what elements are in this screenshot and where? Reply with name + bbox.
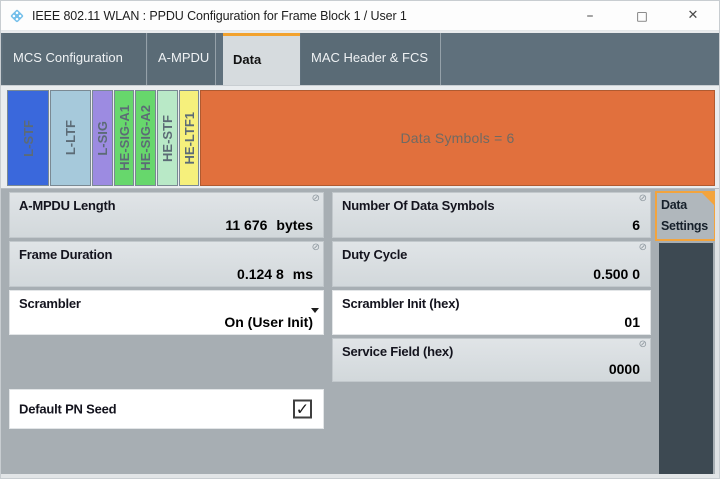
check-icon: ✓ [295, 399, 310, 419]
duty-cycle-value: 0.500 0 [593, 266, 640, 282]
scrambler-init-value: 01 [624, 314, 640, 330]
block-he-sig-a2: HE-SIG-A2 [135, 90, 156, 186]
minimize-button[interactable]: – [586, 8, 594, 24]
block-l-ltf: L-LTF [50, 90, 91, 186]
service-field-value: 0000 [608, 361, 640, 377]
side-tab-data-settings[interactable]: Data Settings [655, 191, 716, 241]
default-pn-seed-checkbox[interactable]: ✓ [293, 399, 312, 419]
tab-mcs-configuration[interactable]: MCS Configuration [3, 33, 147, 85]
block-he-ltf1: HE-LTF1 [179, 90, 199, 186]
field-default-pn-seed[interactable]: Default PN Seed ✓ [9, 389, 324, 429]
tab-mac-header-fcs[interactable]: MAC Header & FCS [301, 33, 441, 85]
right-margin [715, 189, 719, 474]
block-he-sig-a1: HE-SIG-A1 [114, 90, 134, 186]
window-title: IEEE 802.11 WLAN : PPDU Configuration fo… [32, 9, 407, 23]
dropdown-caret-icon[interactable] [311, 308, 319, 313]
data-settings-form: A-MPDU Length ⊘ 11 676 bytes Frame Durati… [1, 189, 719, 474]
ampdu-length-value: 11 676 bytes [225, 217, 313, 233]
bottom-margin [1, 474, 719, 478]
field-duty-cycle: Duty Cycle ⊘ 0.500 0 [332, 241, 651, 287]
title-bar[interactable]: IEEE 802.11 WLAN : PPDU Configuration fo… [1, 1, 719, 31]
field-scrambler-init[interactable]: Scrambler Init (hex) 01 [332, 290, 651, 335]
maximize-button[interactable]: □ [636, 9, 648, 23]
frame-duration-value: 0.124 8 ms [237, 266, 313, 282]
field-service-field: Service Field (hex) ⊘ 0000 [332, 338, 651, 382]
field-frame-duration: Frame Duration ⊘ 0.124 8 ms [9, 241, 324, 287]
block-l-sig: L-SIG [92, 90, 113, 186]
rohde-schwarz-diamond-icon [10, 9, 24, 23]
number-of-data-symbols-value: 6 [632, 217, 640, 233]
tab-bar: MCS Configuration A-MPDU Data MAC Header… [1, 31, 719, 85]
readonly-icon: ⊘ [638, 242, 647, 253]
readonly-icon: ⊘ [311, 193, 320, 204]
side-panel-strip [659, 243, 713, 474]
block-he-stf: HE-STF [157, 90, 178, 186]
readonly-icon: ⊘ [638, 339, 647, 350]
tab-a-mpdu[interactable]: A-MPDU [148, 33, 216, 85]
scrambler-value: On (User Init) [224, 314, 313, 330]
data-symbols-label: Data Symbols = 6 [400, 130, 515, 146]
unit-label: bytes [276, 217, 313, 233]
block-data-symbols: Data Symbols = 6 [200, 90, 715, 186]
field-ampdu-length: A-MPDU Length ⊘ 11 676 bytes [9, 192, 324, 238]
side-tab-label: Data Settings [661, 198, 708, 233]
unit-label: ms [292, 266, 313, 282]
close-button[interactable]: ✕ [687, 8, 699, 23]
readonly-icon: ⊘ [638, 193, 647, 204]
readonly-icon: ⊘ [311, 242, 320, 253]
block-l-stf: L-STF [7, 90, 49, 186]
field-scrambler[interactable]: Scrambler On (User Init) [9, 290, 324, 335]
frame-structure-visualization: L-STF L-LTF L-SIG HE-SIG-A1 HE-SIG-A2 HE… [1, 85, 719, 189]
field-number-of-data-symbols: Number Of Data Symbols ⊘ 6 [332, 192, 651, 238]
tab-data[interactable]: Data [223, 33, 300, 85]
folded-corner-icon [701, 192, 715, 206]
